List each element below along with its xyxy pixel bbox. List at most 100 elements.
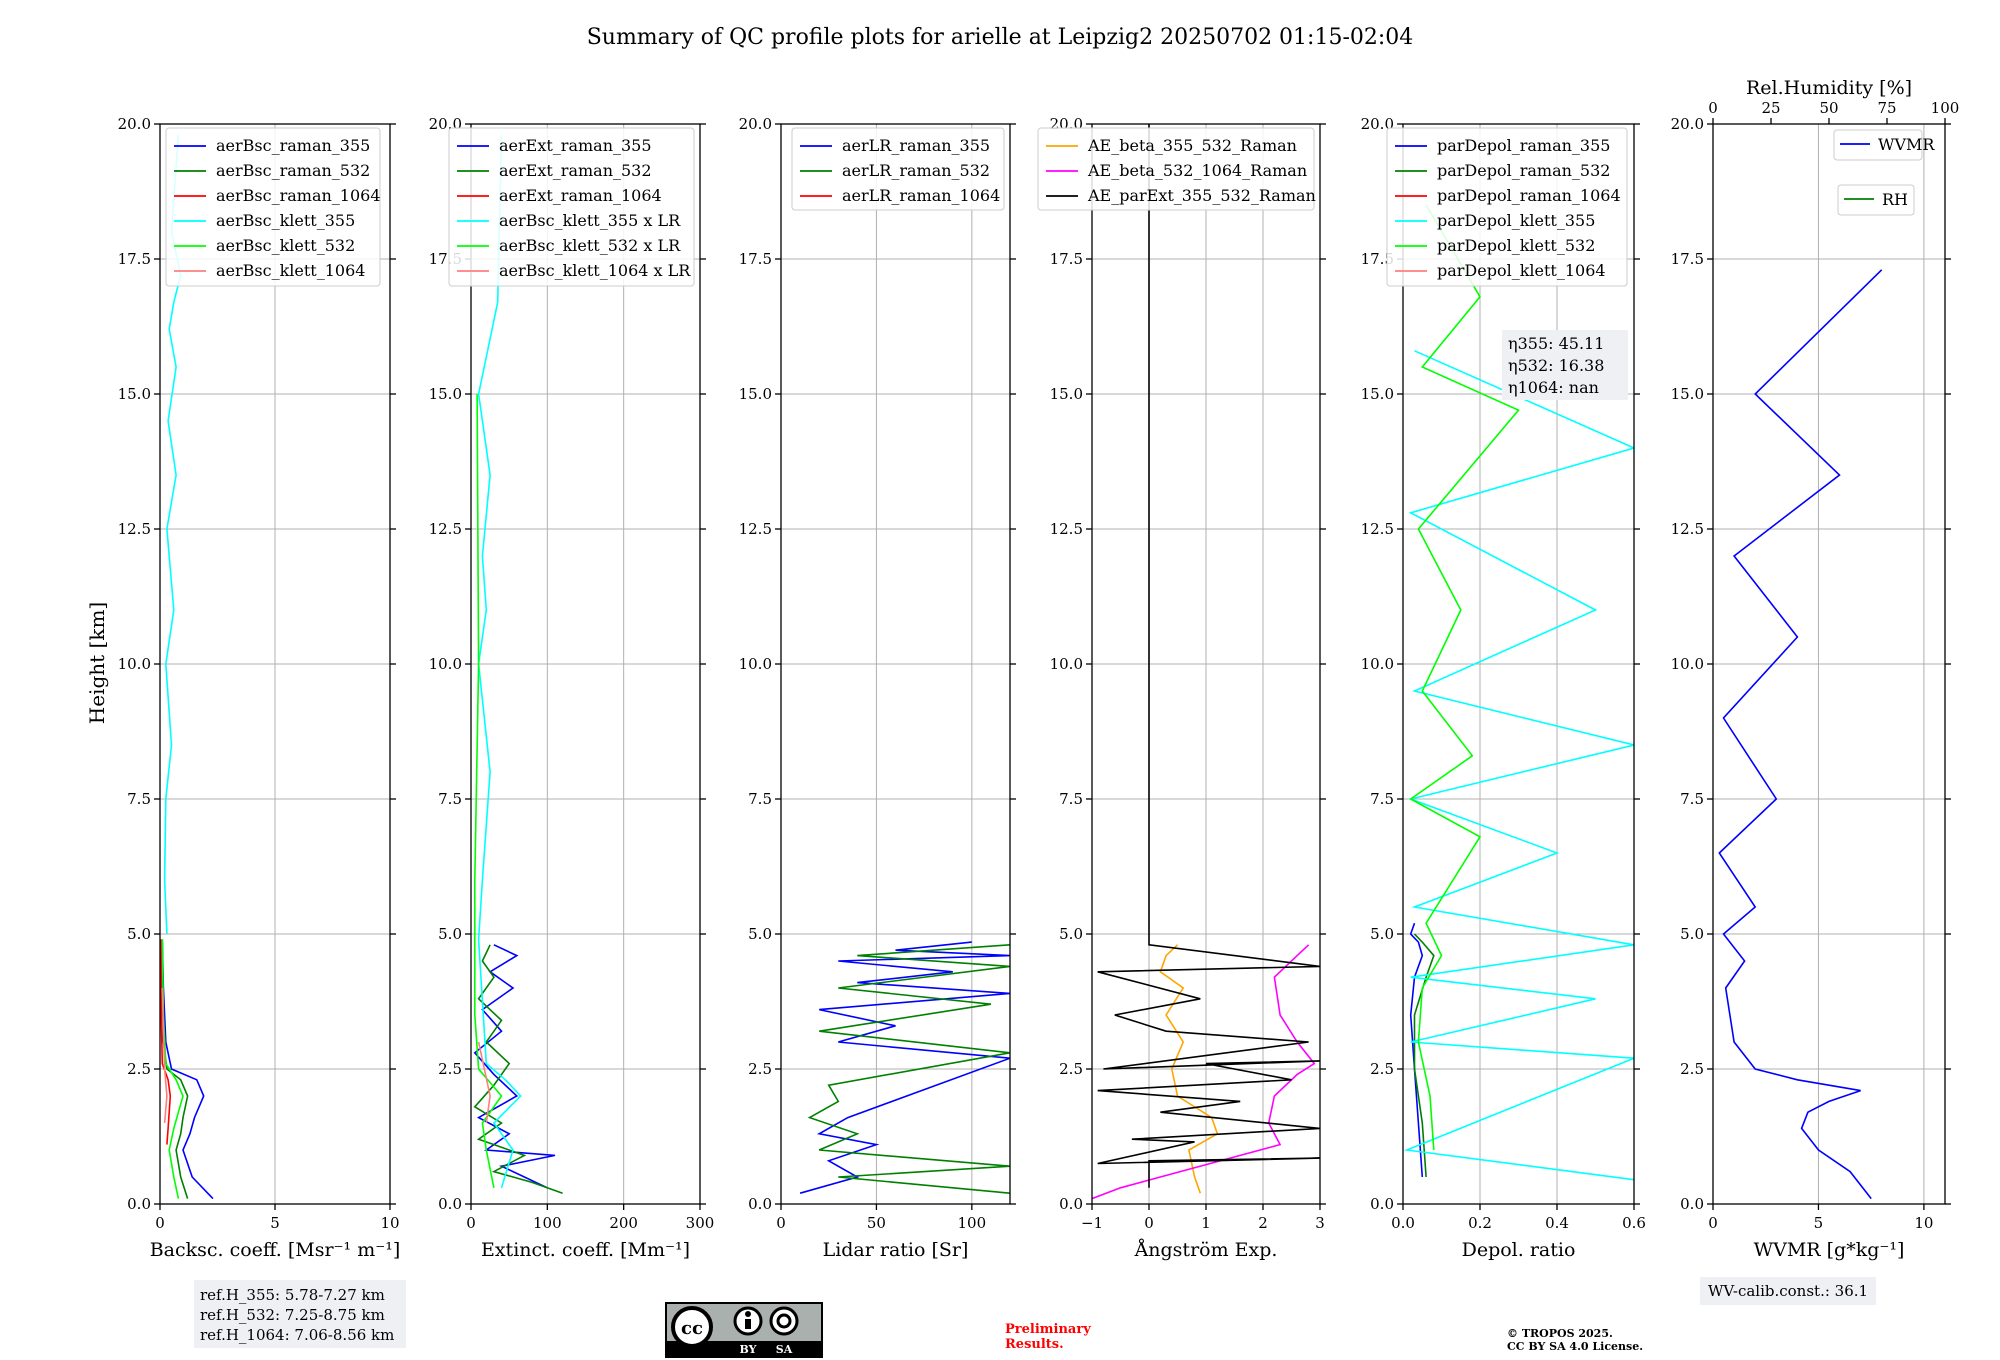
series-line-aerBsc_klett_355 x LR bbox=[477, 134, 522, 1189]
x-tick-label: 10 bbox=[1914, 1214, 1933, 1232]
eta-box bbox=[1502, 330, 1628, 400]
y-tick-label: 15.0 bbox=[429, 385, 462, 403]
series-line-aerBsc_klett_1064 x LR bbox=[477, 1041, 491, 1124]
legend-label: aerBsc_klett_532 bbox=[216, 236, 355, 255]
y-tick-label: 0.0 bbox=[1059, 1195, 1083, 1213]
legend-box bbox=[1386, 127, 1628, 287]
copyright-line-1: © TROPOS 2025. bbox=[1507, 1327, 1613, 1340]
y-tick-label: 10.0 bbox=[1361, 655, 1394, 673]
x-tick-label: 0.0 bbox=[1391, 1214, 1415, 1232]
panel-3: 0.0 2.5 5.0 7.5 10.0 12.5 15.0 17.5 20.0 0 50 100 Li… bbox=[739, 115, 1016, 1261]
legend-label: aerLR_raman_1064 bbox=[842, 186, 1000, 205]
x-tick-label: 0.6 bbox=[1622, 1214, 1646, 1232]
eta-value: η1064: nan bbox=[1508, 378, 1599, 397]
x2-tick-label: 50 bbox=[1819, 99, 1838, 117]
x-axis-label: WVMR [g*kg⁻¹] bbox=[1754, 1239, 1905, 1261]
series-line-aerLR_raman_355 bbox=[799, 941, 1010, 1194]
y-tick-label: 15.0 bbox=[739, 385, 772, 403]
x-tick-label: 0.4 bbox=[1545, 1214, 1569, 1232]
y-tick-label: 5.0 bbox=[748, 925, 772, 943]
y-tick-label: 7.5 bbox=[748, 790, 772, 808]
series-line-aerBsc_raman_1064 bbox=[160, 939, 172, 1145]
y-tick-label: 12.5 bbox=[429, 520, 462, 538]
y-tick-label: 5.0 bbox=[1680, 925, 1704, 943]
preliminary-line-2: Results. bbox=[1005, 1337, 1064, 1352]
y-tick-label: 12.5 bbox=[118, 520, 151, 538]
series-line-parDepol_klett_355 bbox=[1403, 350, 1634, 1181]
series-line-parDepol_klett_532 bbox=[1409, 204, 1520, 1151]
panel-6: 0.02.55.07.510.012.515.017.520.00 5 10WVMR… bbox=[1671, 77, 1960, 1305]
eta-value: η532: 16.38 bbox=[1508, 356, 1604, 375]
legend-label: aerExt_raman_532 bbox=[499, 161, 652, 180]
legend-label: aerBsc_raman_1064 bbox=[216, 186, 381, 205]
y-tick-label: 15.0 bbox=[1361, 385, 1394, 403]
legend-label: aerLR_raman_355 bbox=[842, 136, 990, 155]
legend-label: aerBsc_raman_355 bbox=[216, 136, 370, 155]
x-tick-label: 0 bbox=[466, 1214, 476, 1232]
panel-5: 0.0 2.5 5.0 7.5 10.0 12.5 15.0 17.5 20.0 0.0 0.2 0.… bbox=[1361, 115, 1646, 1261]
figure-title: Summary of QC profile plots for arielle … bbox=[587, 25, 1414, 50]
legend-label: parDepol_raman_355 bbox=[1437, 136, 1610, 155]
series-line-aerExt_raman_532 bbox=[473, 944, 563, 1194]
series-line-AE_parExt_355_532_Raman bbox=[1097, 124, 1320, 1188]
wv-calib-box bbox=[1700, 1277, 1876, 1305]
y-tick-label: 17.5 bbox=[1671, 250, 1704, 268]
x-tick-label: 10 bbox=[380, 1214, 399, 1232]
series-line-aerLR_raman_532 bbox=[807, 944, 1010, 1194]
legend-box bbox=[1833, 129, 1923, 161]
y-tick-label: 17.5 bbox=[739, 250, 772, 268]
y-tick-label: 17.5 bbox=[1361, 250, 1394, 268]
series-line-aerBsc_klett_532 bbox=[161, 939, 184, 1199]
x-axis-label: Backsc. coeff. [Msr⁻¹ m⁻¹] bbox=[150, 1239, 401, 1261]
cc-by-label: BY bbox=[740, 1343, 757, 1356]
wv-calib-text: WV-calib.const.: 36.1 bbox=[1708, 1282, 1868, 1300]
x-tick-label: 5 bbox=[1814, 1214, 1824, 1232]
svg-text:cc: cc bbox=[681, 1318, 703, 1339]
y-axis-label: Height [km] bbox=[85, 602, 109, 724]
preliminary-line-1: Preliminary bbox=[1005, 1322, 1091, 1337]
x-tick-label: 1 bbox=[1201, 1214, 1211, 1232]
x-tick-label: 0 bbox=[1144, 1214, 1154, 1232]
y-tick-label: 15.0 bbox=[1050, 385, 1083, 403]
ref-height-532: ref.H_532: 7.25-8.75 km bbox=[200, 1306, 385, 1324]
y-tick-label: 0.0 bbox=[748, 1195, 772, 1213]
y-tick-label: 5.0 bbox=[1059, 925, 1083, 943]
y-tick-label: 2.5 bbox=[1059, 1060, 1083, 1078]
y-tick-label: 2.5 bbox=[1370, 1060, 1394, 1078]
y-tick-label: 7.5 bbox=[127, 790, 151, 808]
legend-label: aerBsc_klett_1064 bbox=[216, 261, 365, 280]
y-tick-label: 0.0 bbox=[438, 1195, 462, 1213]
y-tick-label: 15.0 bbox=[1671, 385, 1704, 403]
y-tick-label: 12.5 bbox=[1671, 520, 1704, 538]
y-tick-label: 20.0 bbox=[739, 115, 772, 133]
legend-label: parDepol_raman_532 bbox=[1437, 161, 1610, 180]
y-tick-label: 17.5 bbox=[1050, 250, 1083, 268]
legend-box bbox=[448, 127, 695, 287]
legend-label: AE_parExt_355_532_Raman bbox=[1087, 186, 1316, 205]
ref-height-355: ref.H_355: 5.78-7.27 km bbox=[200, 1286, 385, 1304]
cc-by-sa-icon bbox=[671, 1306, 713, 1348]
y-tick-label: 2.5 bbox=[438, 1060, 462, 1078]
panel-4: 0.02.55.07.510.012.515.017.520.0−1 0 1 2 3Ån… bbox=[1037, 115, 1326, 1261]
series-line-aerExt_raman_355 bbox=[473, 944, 556, 1189]
legend-box bbox=[1037, 127, 1315, 211]
y-tick-label: 2.5 bbox=[1680, 1060, 1704, 1078]
x-tick-label: 100 bbox=[958, 1214, 987, 1232]
legend-label: aerBsc_raman_532 bbox=[216, 161, 370, 180]
series-line-aerBsc_klett_1064 bbox=[161, 987, 168, 1124]
x-tick-label: 0.2 bbox=[1468, 1214, 1492, 1232]
panel-1: 0.0 2.5 5.0 7.5 10.0 12.5 15.0 17.5 20.0 0 5 10 Back… bbox=[118, 115, 401, 1261]
y-tick-label: 20.0 bbox=[1671, 115, 1704, 133]
series-line-aerBsc_raman_355 bbox=[161, 939, 214, 1200]
y-tick-label: 10.0 bbox=[429, 655, 462, 673]
legend-box bbox=[791, 127, 1005, 211]
legend-label: aerBsc_klett_1064 x LR bbox=[499, 261, 691, 280]
y-tick-label: 10.0 bbox=[1050, 655, 1083, 673]
x-tick-label: 300 bbox=[686, 1214, 715, 1232]
x-axis-label: Ångström Exp. bbox=[1134, 1239, 1278, 1261]
legend-label: aerBsc_klett_355 x LR bbox=[499, 211, 681, 230]
series-line-AE_beta_532_1064_Raman bbox=[1092, 944, 1316, 1200]
x2-tick-label: 100 bbox=[1931, 99, 1960, 117]
y-tick-label: 2.5 bbox=[127, 1060, 151, 1078]
